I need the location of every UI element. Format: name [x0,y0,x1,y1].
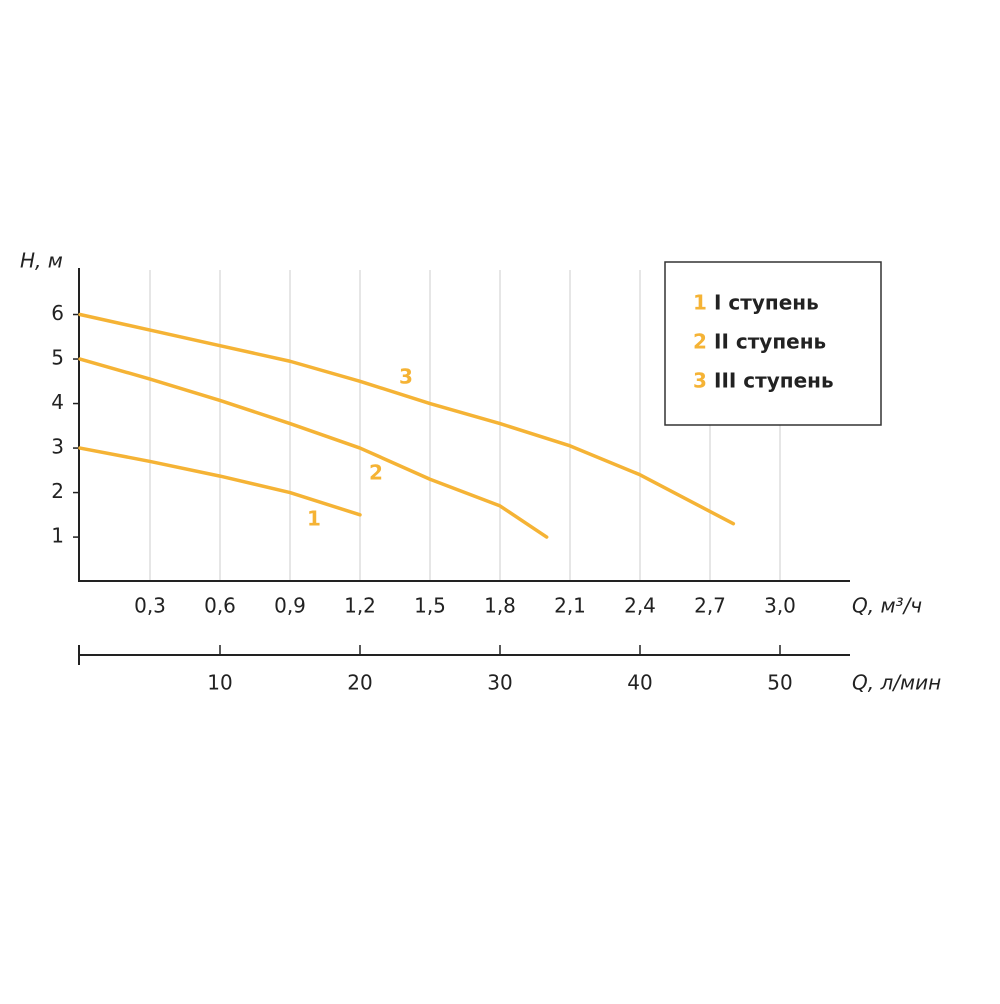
curve-label: 1 [307,507,321,531]
y-axis-label: H, м [20,249,63,273]
y-tick-label: 1 [51,524,64,548]
x2-tick-label: 30 [487,671,512,695]
x-tick-label: 2,1 [554,594,586,618]
legend-label: II ступень [714,330,826,354]
curve [78,312,736,526]
legend-box [664,261,882,426]
legend-number: 3 [693,369,707,393]
legend-number: 1 [693,291,707,315]
x-tick-label: 3,0 [764,594,796,618]
x-tick-label: 0,3 [134,594,166,618]
x-tick-label: 1,5 [414,594,446,618]
y-tick-label: 2 [51,479,64,503]
curve-label: 3 [399,365,413,389]
legend-label: I ступень [714,291,819,315]
curve [78,357,549,539]
x2-tick-label: 40 [627,671,652,695]
x-tick-label: 2,4 [624,594,656,618]
y-tick-label: 3 [51,435,64,459]
x-tick-label: 1,8 [484,594,516,618]
legend-number: 2 [693,330,707,354]
x2-tick-label: 50 [767,671,792,695]
x-tick-label: 2,7 [694,594,726,618]
y-tick-label: 4 [51,390,64,414]
x-tick-label: 0,9 [274,594,306,618]
x-tick-label: 0,6 [204,594,236,618]
x-axis-label: Q, м³/ч [852,594,922,618]
y-tick-label: 5 [51,346,64,370]
x2-tick-label: 10 [207,671,232,695]
x2-tick-label: 20 [347,671,372,695]
x2-axis-label: Q, л/мин [852,671,941,695]
curve-label: 2 [369,461,383,485]
curve [78,446,362,517]
x-tick-label: 1,2 [344,594,376,618]
legend-label: III ступень [714,369,834,393]
y-tick-label: 6 [51,301,64,325]
